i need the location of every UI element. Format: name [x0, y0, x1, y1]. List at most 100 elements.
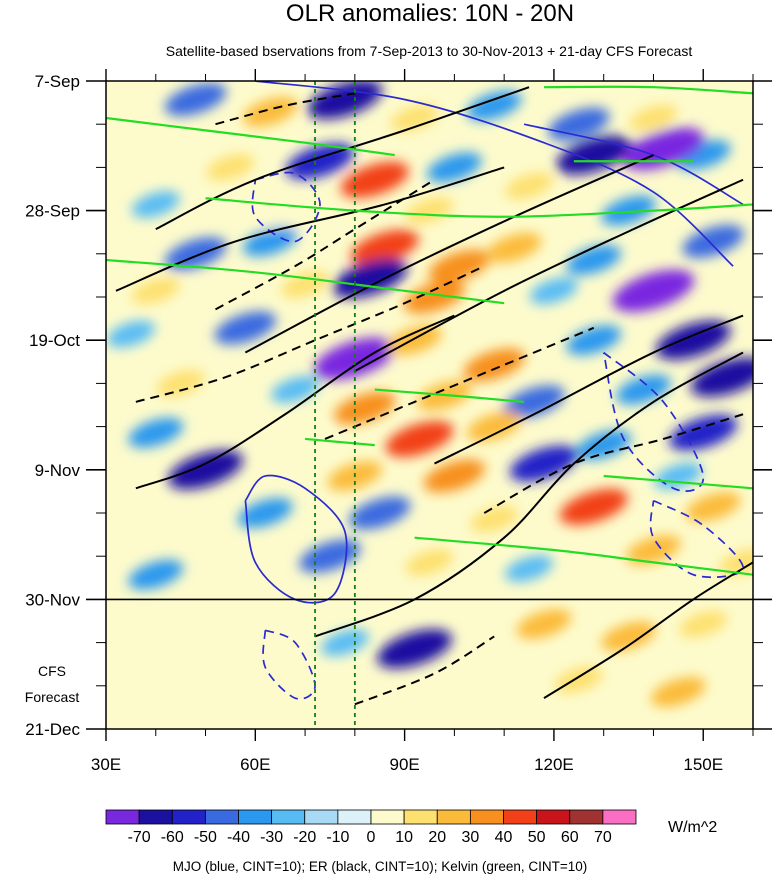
colorbar-label-11: 40 — [495, 829, 513, 846]
colorbar-label-9: 20 — [428, 829, 446, 846]
contour-legend-note: MJO (blue, CINT=10); ER (black, CINT=10)… — [173, 859, 588, 874]
forecast-label-line1: CFS — [38, 663, 66, 679]
colorbar-label-6: -10 — [326, 829, 349, 846]
anomaly-cell-13 — [427, 152, 482, 183]
y-tick-label-2: 19-Oct — [29, 331, 80, 350]
plot-frame — [105, 80, 754, 730]
colorbar-label-0: -70 — [128, 829, 151, 846]
kelvin-green-contour-5 — [414, 536, 753, 576]
anomaly-cell-58 — [348, 496, 411, 530]
anomaly-cell-55 — [509, 445, 579, 482]
y-tick-label-3: 9-Nov — [35, 461, 81, 480]
anomaly-cell-49 — [466, 411, 522, 442]
colorbar-swatch-7 — [337, 809, 372, 825]
colorbar-label-1: -60 — [161, 829, 184, 846]
kelvin-green-contour-0 — [106, 116, 395, 157]
anomaly-cell-41 — [334, 391, 396, 425]
colorbar-swatch-12 — [503, 809, 538, 825]
anomaly-cell-76 — [174, 661, 217, 686]
anomaly-cell-33 — [214, 311, 277, 345]
anomaly-cell-38 — [655, 320, 731, 360]
colorbar-swatch-6 — [304, 809, 339, 825]
colorbar-label-10: 30 — [461, 829, 479, 846]
x-tick-label-0: 30E — [91, 755, 121, 774]
er-black-contour-12 — [215, 92, 356, 126]
anomaly-cell-66 — [719, 549, 753, 576]
colorbar-label-8: 10 — [395, 829, 413, 846]
colorbar-label-4: -30 — [260, 829, 283, 846]
colorbar-label-5: -20 — [293, 829, 316, 846]
chart-subtitle: Satellite-based bservations from 7-Sep-2… — [166, 43, 693, 59]
anomaly-cell-18 — [601, 195, 656, 226]
anomaly-cell-64 — [505, 555, 554, 582]
anomaly-cell-77 — [433, 692, 476, 717]
mjo-blue-contour-6 — [649, 499, 744, 579]
x-tick-label-2: 90E — [389, 755, 419, 774]
anomaly-cell-6 — [629, 104, 678, 132]
anomaly-cell-30 — [529, 277, 578, 305]
anomaly-cell-72 — [601, 621, 656, 652]
anomaly-cell-4 — [466, 90, 522, 121]
anomaly-cell-3 — [390, 104, 439, 132]
anomaly-cell-63 — [405, 549, 454, 576]
anomaly-cell-32 — [106, 320, 155, 348]
colorbar-swatch-1 — [138, 809, 173, 825]
anomaly-cell-73 — [679, 610, 728, 638]
colorbar-label-7: 0 — [367, 829, 376, 846]
er-black-contour-3 — [354, 178, 744, 372]
mjo-blue-contour-4 — [262, 629, 316, 700]
colorbar-swatch-2 — [171, 809, 206, 825]
anomaly-cell-50 — [576, 430, 632, 460]
plot-area — [106, 81, 753, 729]
anomaly-cell-39 — [156, 370, 205, 397]
colorbar-swatch-5 — [271, 809, 306, 825]
anomaly-cell-44 — [616, 374, 671, 405]
anomaly-cell-10 — [206, 154, 255, 181]
anomaly-cell-54 — [423, 459, 486, 493]
anomaly-cell-25 — [682, 225, 744, 258]
y-tick-label-5: 21-Dec — [25, 720, 80, 739]
kelvin-green-contour-3 — [374, 388, 525, 404]
x-tick-label-3: 120E — [534, 755, 574, 774]
anomaly-cell-15 — [131, 191, 180, 218]
er-black-contour-9 — [135, 265, 485, 403]
anomaly-cell-46 — [128, 417, 184, 448]
x-tick-label-4: 150E — [683, 755, 723, 774]
er-black-contour-10 — [324, 326, 595, 440]
anomaly-cell-51 — [669, 414, 738, 451]
colorbar-swatch-0 — [105, 809, 140, 825]
er-black-contour-7 — [543, 561, 753, 699]
forecast-label-line2: Forecast — [25, 689, 80, 705]
anomaly-cell-69 — [320, 629, 369, 656]
anomaly-cell-36 — [463, 348, 525, 382]
anomaly-cell-1 — [242, 96, 298, 127]
anomaly-cell-34 — [314, 337, 396, 380]
colorbar-swatch-9 — [403, 809, 438, 825]
anomaly-cell-52 — [168, 450, 243, 490]
anomaly-cell-61 — [685, 491, 741, 522]
anomaly-cell-20 — [242, 226, 298, 257]
anomaly-cell-60 — [559, 488, 628, 525]
anomaly-cell-14 — [505, 172, 554, 200]
colorbar-swatch-15 — [602, 809, 637, 825]
anomaly-cell-26 — [131, 277, 180, 305]
anomaly-cell-24 — [566, 245, 622, 275]
y-tick-label-4: 30-Nov — [25, 590, 80, 609]
anomaly-cell-45 — [690, 357, 753, 397]
anomaly-cell-31 — [612, 269, 695, 312]
er-black-contour-13 — [354, 635, 495, 706]
anomaly-cell-12 — [340, 161, 409, 198]
anomaly-cell-75 — [650, 677, 706, 707]
anomaly-heat-layer — [106, 81, 753, 717]
anomaly-cell-57 — [237, 498, 293, 528]
anomaly-cell-29 — [403, 280, 466, 314]
anomaly-cell-2 — [307, 81, 383, 120]
anomaly-cell-43 — [503, 385, 565, 419]
anomaly-cell-27 — [281, 271, 330, 298]
colorbar-label-2: -50 — [194, 829, 217, 846]
anomaly-cell-40 — [271, 376, 320, 403]
colorbar-swatch-8 — [370, 809, 405, 825]
anomaly-cell-65 — [626, 535, 681, 565]
chart-title: OLR anomalies: 10N - 20N — [286, 0, 574, 27]
